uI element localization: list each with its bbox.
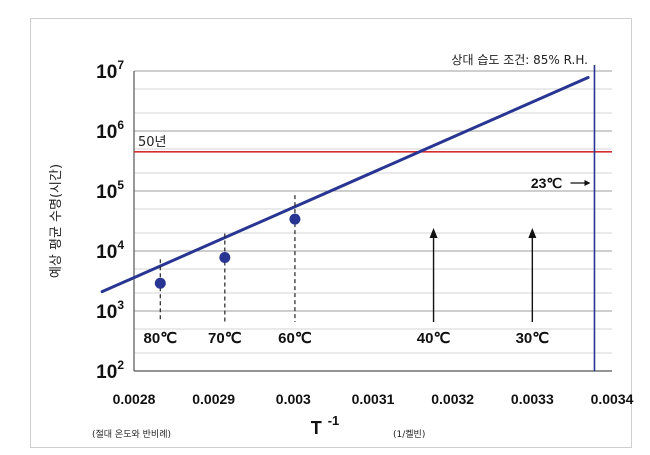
gridlines — [133, 70, 612, 372]
chart-marks — [100, 65, 612, 371]
reference-line-label: 50년 — [138, 135, 167, 150]
chart-frame — [30, 18, 632, 448]
x-note-left: (절대 온도와 반비례) — [92, 428, 171, 440]
point-temp-label: 70℃ — [208, 330, 242, 347]
temp-arrow-head — [528, 228, 537, 238]
y-tick-label: 103 — [96, 298, 124, 323]
y-tick-label: 102 — [96, 358, 124, 383]
x-note-right: (1/켈빈) — [393, 428, 425, 440]
y-axis-label: 예상 평균 수명(시간) — [49, 164, 64, 278]
x-tick-label: 0.0034 — [591, 391, 634, 407]
humidity-note: 상대 습도 조건: 85% R.H. — [451, 53, 588, 67]
data-point — [219, 251, 231, 263]
x-tick-label: 0.0029 — [192, 391, 235, 407]
y-tick-label: 105 — [96, 178, 124, 203]
y-tick-label: 104 — [96, 238, 124, 263]
arrow-temp-label: 30℃ — [516, 330, 550, 347]
y-tick-label: 107 — [96, 58, 124, 83]
data-point — [289, 213, 301, 225]
point-temp-label: 80℃ — [144, 330, 178, 347]
chart-labels: 50년 23℃ 80℃ 70℃ 60℃ 40℃ 30℃ 102 103 104 105 106 107 0… — [49, 53, 634, 440]
x-tick-label: 0.003 — [276, 391, 311, 407]
arrow-head-23c — [584, 180, 591, 186]
temp-arrow-head — [429, 228, 438, 238]
x-tick-label: 0.0031 — [352, 391, 395, 407]
x-tick-label: 0.0032 — [431, 391, 474, 407]
point-temp-label: 60℃ — [278, 330, 312, 347]
x-axis-label: T -1 — [311, 413, 340, 438]
x-tick-label: 0.0033 — [511, 391, 554, 407]
y-tick-label: 106 — [96, 118, 124, 143]
arrow-temp-label: 40℃ — [417, 330, 451, 347]
data-point — [154, 277, 166, 289]
x-tick-label: 0.0028 — [113, 391, 156, 407]
lifetime-line — [100, 75, 590, 294]
vertical-line-label: 23℃ — [531, 175, 563, 191]
